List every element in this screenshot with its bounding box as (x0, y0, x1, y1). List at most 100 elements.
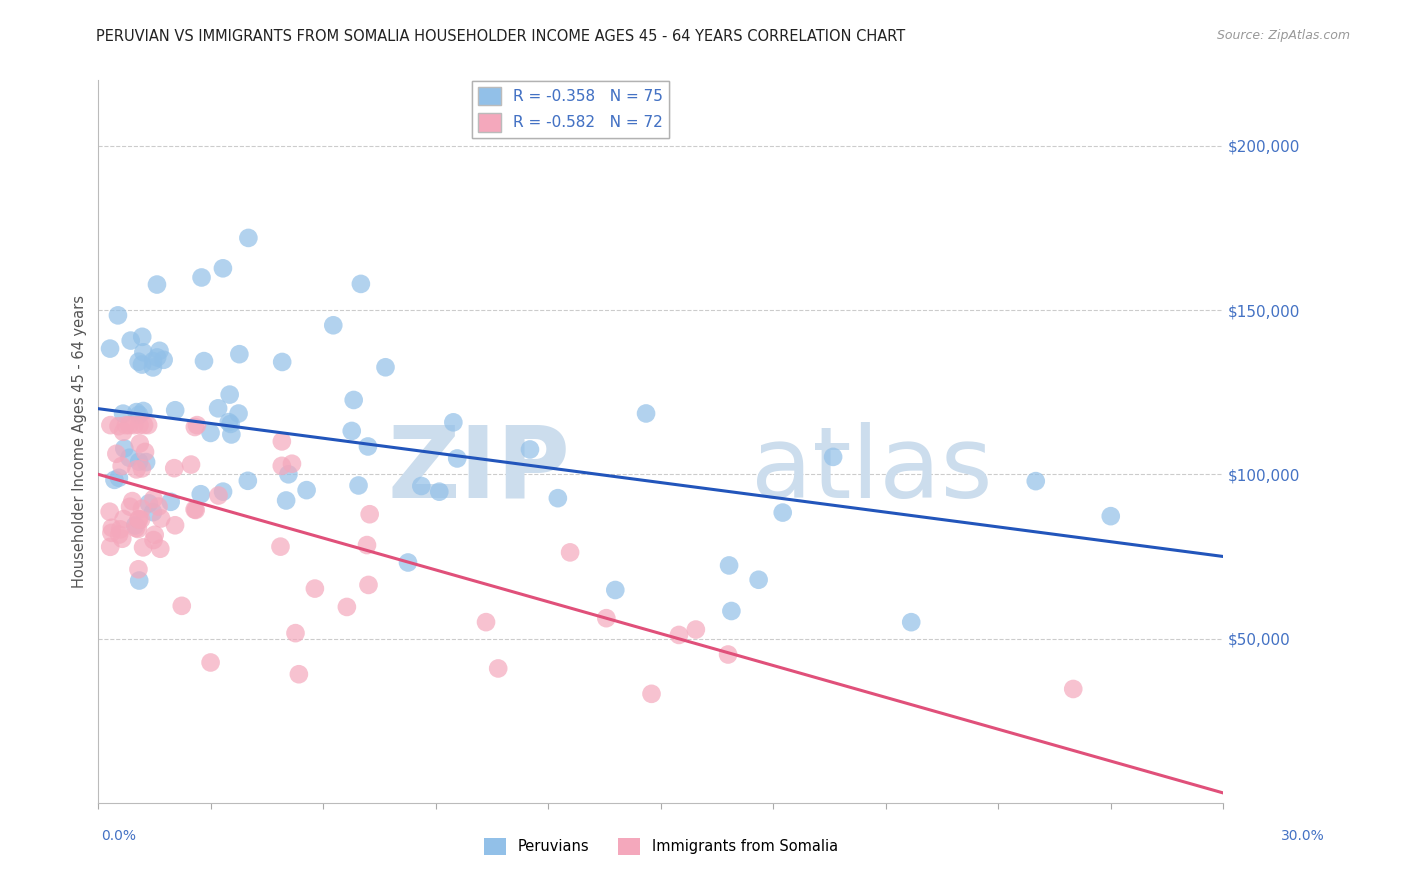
Point (98, 342, 121, 356)
Point (193, 354, 215, 368)
Point (125, 405, 148, 419)
Point (190, 270, 212, 285)
Point (103, 473, 125, 487)
Point (111, 458, 134, 473)
Point (105, 447, 128, 461)
Point (128, 512, 150, 526)
Point (717, 648, 740, 662)
Point (148, 343, 170, 358)
Point (281, 457, 304, 471)
Point (132, 345, 155, 359)
Point (128, 436, 150, 450)
Point (128, 354, 150, 368)
Point (356, 538, 378, 552)
Point (374, 360, 396, 375)
Point (336, 599, 359, 614)
Point (900, 615, 922, 630)
Point (207, 489, 229, 503)
Point (108, 471, 131, 485)
Point (125, 521, 148, 535)
Point (108, 527, 131, 541)
Legend: R = -0.358   N = 75, R = -0.582   N = 72: R = -0.358 N = 75, R = -0.582 N = 72 (472, 80, 669, 138)
Point (132, 404, 155, 418)
Point (163, 461, 186, 475)
Point (772, 506, 794, 520)
Point (304, 582, 326, 596)
Point (110, 522, 132, 536)
Point (112, 442, 135, 456)
Text: ZIP: ZIP (388, 422, 571, 519)
Point (236, 474, 259, 488)
Point (207, 401, 229, 416)
Point (142, 360, 165, 375)
Point (720, 604, 742, 618)
Point (100, 418, 122, 433)
Point (218, 415, 240, 429)
Point (129, 512, 152, 526)
Point (142, 354, 165, 368)
Point (1025, 474, 1047, 488)
Point (277, 467, 299, 482)
Point (128, 455, 150, 469)
Point (823, 450, 845, 464)
Point (357, 578, 380, 592)
Point (347, 478, 370, 492)
Point (121, 494, 143, 508)
Point (128, 408, 150, 422)
Point (427, 484, 450, 499)
Point (101, 521, 124, 535)
Point (228, 347, 250, 361)
Point (131, 501, 153, 516)
Point (357, 440, 380, 454)
Point (135, 455, 157, 469)
Point (149, 541, 172, 556)
Point (128, 574, 150, 588)
Point (127, 562, 149, 576)
Point (200, 656, 222, 670)
Point (131, 461, 153, 475)
Point (519, 442, 541, 457)
Point (605, 582, 627, 597)
Point (131, 330, 153, 344)
Point (212, 261, 235, 276)
Point (118, 500, 141, 514)
Point (595, 611, 617, 625)
Point (112, 512, 135, 526)
Point (132, 541, 155, 555)
Point (218, 387, 240, 401)
Point (132, 418, 155, 433)
Point (284, 626, 307, 640)
Point (142, 505, 165, 519)
Point (186, 418, 208, 433)
Point (148, 500, 170, 514)
Point (118, 450, 141, 465)
Point (270, 434, 292, 449)
Point (343, 392, 366, 407)
Point (441, 415, 464, 429)
Point (111, 532, 134, 546)
Point (120, 334, 142, 348)
Point (221, 427, 243, 442)
Point (112, 425, 135, 439)
Point (136, 418, 159, 433)
Point (131, 358, 153, 372)
Point (547, 491, 569, 505)
Point (165, 518, 187, 533)
Point (183, 502, 205, 516)
Point (118, 418, 141, 433)
Point (748, 573, 770, 587)
Point (212, 484, 235, 499)
Point (128, 512, 150, 526)
Point (142, 491, 165, 506)
Point (288, 667, 311, 681)
Point (146, 351, 169, 365)
Point (340, 424, 363, 438)
Point (295, 483, 318, 497)
Text: atlas: atlas (751, 422, 993, 519)
Point (125, 462, 148, 476)
Point (475, 615, 498, 629)
Point (269, 540, 291, 554)
Text: PERUVIAN VS IMMIGRANTS FROM SOMALIA HOUSEHOLDER INCOME AGES 45 - 64 YEARS CORREL: PERUVIAN VS IMMIGRANTS FROM SOMALIA HOUS… (96, 29, 905, 44)
Point (143, 528, 166, 542)
Point (396, 556, 419, 570)
